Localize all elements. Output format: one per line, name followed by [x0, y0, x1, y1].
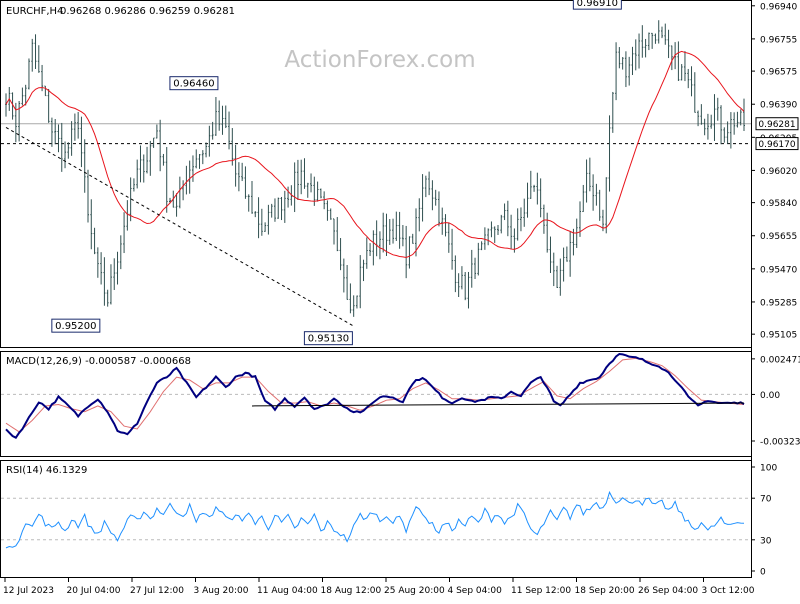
x-tick-label: 27 Jul 12:00	[130, 586, 184, 596]
rsi-label: RSI(14) 46.1329	[6, 465, 87, 476]
price-tag-label: 0.96170	[758, 140, 795, 150]
price-annotation-box	[303, 331, 353, 346]
x-tick-label: 18 Sep 20:00	[575, 586, 635, 596]
rsi-y-tick-label: 30	[760, 536, 772, 546]
price-y-tick-label: 0.95655	[760, 232, 797, 242]
price-y-tick-label: 0.95285	[760, 298, 797, 308]
price-annotation-box	[572, 0, 622, 10]
rsi-y-tick-label: 100	[760, 464, 777, 474]
rsi-layer	[1, 490, 751, 549]
macd-y-tick-label: 0.00	[760, 391, 780, 401]
price-annotation-label: 0.95130	[308, 334, 349, 345]
macd-y-tick-label: -0.003235	[760, 437, 800, 447]
x-tick-label: 18 Aug 12:00	[321, 586, 382, 596]
rsi-panel	[0, 460, 752, 578]
price-y-tick-label: 0.95105	[760, 331, 797, 341]
macd-signal-line	[5, 357, 745, 433]
price-y-tick-label: 0.96940	[760, 2, 797, 12]
macd-label: MACD(12,26,9) -0.000587 -0.000668	[6, 356, 191, 367]
price-y-tick-label: 0.96020	[760, 167, 797, 177]
rsi-y-tick-label: 0	[760, 568, 766, 578]
price-annotation-box	[51, 318, 101, 333]
ohlc-label: 0.96268 0.96286 0.96259 0.96281	[60, 6, 235, 17]
price-tag-box	[755, 117, 799, 131]
watermark: ActionForex.com	[284, 47, 475, 73]
price-y-tick-label: 0.96755	[760, 35, 797, 45]
price-y-tick-label: 0.96575	[760, 68, 797, 78]
price-annotation-box	[169, 76, 219, 91]
macd-trendline	[251, 402, 745, 407]
x-tick-label: 25 Aug 20:00	[384, 586, 445, 596]
x-tick-label: 12 Jul 2023	[3, 586, 54, 596]
price-layer: 0.95200 0.96460 0.95130 0.96910	[1, 0, 751, 346]
x-tick-label: 26 Sep 04:00	[638, 586, 698, 596]
price-y-tick-label: 0.95840	[760, 199, 797, 209]
price-trendline	[5, 127, 354, 327]
price-y-tick-label: 0.95470	[760, 265, 797, 275]
macd-line	[5, 352, 745, 439]
macd-layer	[1, 352, 751, 439]
price-tag-box	[755, 137, 799, 151]
x-tick-label: 3 Oct 12:00	[702, 586, 755, 596]
price-tag-label: 0.96281	[758, 120, 795, 130]
x-tick-label: 20 Jul 04:00	[67, 586, 121, 596]
x-tick-label: 3 Aug 20:00	[194, 586, 249, 596]
rsi-line	[5, 490, 745, 549]
rsi-y-tick-label: 70	[760, 495, 772, 505]
macd-y-tick-label: 0.002471	[760, 355, 800, 365]
price-y-tick-label: 0.96390	[760, 101, 797, 111]
price-annotation-label: 0.96910	[577, 0, 618, 9]
x-tick-label: 11 Sep 12:00	[511, 586, 571, 596]
moving-average-line	[5, 50, 745, 259]
price-annotation-label: 0.96460	[173, 79, 214, 90]
price-annotation-label: 0.95200	[55, 321, 96, 332]
x-tick-label: 4 Sep 04:00	[448, 586, 503, 596]
x-tick-label: 11 Aug 04:00	[257, 586, 318, 596]
axes-layer: 0.969400.967550.965750.963900.962050.960…	[3, 2, 800, 596]
symbol-label: EURCHF,H4	[6, 6, 63, 17]
